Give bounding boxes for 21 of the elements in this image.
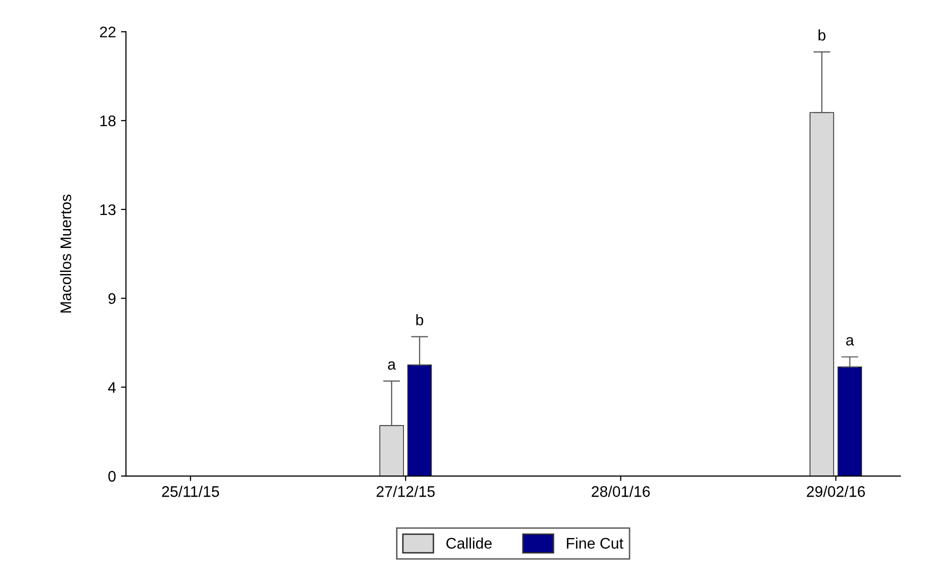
bar [810, 112, 834, 476]
legend-label: Callide [446, 537, 492, 549]
x-tick-label: 29/02/16 [806, 486, 865, 497]
x-tick-label: 27/12/15 [376, 486, 435, 497]
annotation: b [416, 314, 424, 326]
bar [379, 425, 404, 476]
y-tick-label: 18 [100, 115, 116, 126]
y-tick-label: 22 [100, 26, 116, 38]
annotation: a [388, 361, 396, 370]
y-tick-label: 9 [108, 293, 116, 304]
bar [407, 364, 432, 476]
y-axis-title: Macollos Muertos [60, 194, 72, 312]
annotation: b [818, 29, 826, 41]
x-tick-label: 28/01/16 [592, 486, 650, 497]
y-tick-label: 4 [108, 382, 116, 393]
bar [838, 366, 862, 476]
y-tick-label: 13 [100, 204, 116, 216]
x-tick-label: 25/11/15 [162, 486, 220, 497]
annotation: a [846, 337, 854, 346]
legend-label: Fine Cut [566, 537, 624, 549]
y-tick-label: 0 [108, 470, 116, 482]
